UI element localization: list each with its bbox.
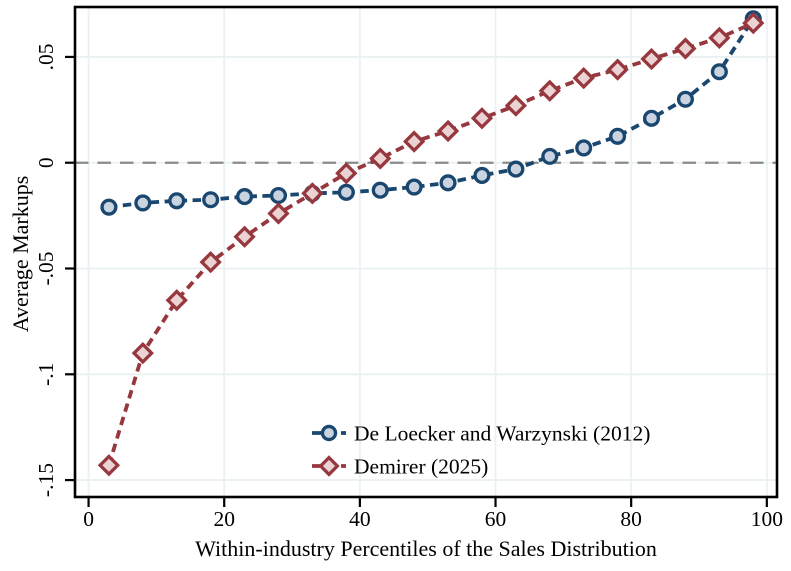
x-tick-label: 20 [213, 507, 235, 531]
x-tick-label: 100 [751, 507, 783, 531]
y-tick-label: .05 [34, 43, 58, 70]
series-marker-diamond [572, 66, 595, 90]
series-marker-circle [710, 63, 728, 81]
series-marker-circle [320, 424, 338, 442]
legend-label: Demirer (2025) [354, 455, 488, 479]
series-marker-circle [134, 194, 152, 212]
legend-label: De Loecker and Warzynski (2012) [354, 422, 650, 446]
series-marker-circle [676, 90, 694, 108]
series-marker-diamond [504, 94, 528, 117]
series-marker-diamond [436, 119, 460, 143]
series-marker-diamond [674, 37, 697, 60]
series-marker-diamond [402, 130, 426, 153]
x-axis-title: Within-industry Percentiles of the Sales… [195, 536, 657, 561]
series-marker-diamond [640, 47, 663, 71]
series-marker-circle [236, 188, 254, 206]
series-marker-circle [575, 139, 593, 157]
series-marker-circle [439, 174, 457, 192]
series-marker-circle [371, 181, 389, 199]
plot-area [75, 7, 777, 497]
y-tick-label: -.15 [34, 463, 58, 497]
series-marker-circle [541, 147, 559, 165]
series-marker-circle [507, 160, 525, 178]
series-marker-diamond [267, 202, 290, 225]
x-tick-label: 0 [83, 507, 94, 531]
series-marker-circle [405, 178, 423, 196]
series-marker-diamond [369, 147, 392, 170]
x-tick-label: 80 [620, 507, 642, 531]
y-tick-label: -.1 [34, 363, 58, 386]
series-marker-diamond [470, 107, 494, 130]
series-marker-diamond [233, 225, 256, 248]
series-marker-diamond [199, 251, 222, 274]
series-marker-diamond [606, 58, 629, 81]
x-tick-label: 40 [349, 507, 371, 531]
x-tick-label: 60 [485, 507, 507, 531]
y-tick-label: 0 [34, 157, 58, 168]
series-marker-diamond [742, 11, 765, 35]
series-marker-circle [202, 191, 220, 209]
series-marker-circle [337, 183, 355, 201]
series-marker-circle [473, 166, 491, 184]
series-marker-diamond [708, 26, 731, 50]
series-marker-circle [609, 127, 627, 145]
series-marker-diamond [335, 162, 358, 185]
plot-border [73, 5, 779, 499]
y-axis-title: Average Markups [8, 175, 33, 333]
series-marker-diamond [538, 79, 561, 102]
series-marker-diamond [165, 289, 188, 312]
series-marker-circle [100, 198, 118, 216]
series-marker-diamond [97, 454, 121, 477]
series-marker-circle [642, 109, 661, 127]
series-marker-circle [269, 186, 288, 205]
series-marker-diamond [301, 182, 324, 205]
series-marker-diamond [131, 341, 154, 365]
y-tick-label: -.05 [34, 251, 58, 285]
series-marker-circle [168, 192, 186, 210]
series-marker-diamond [318, 455, 340, 477]
